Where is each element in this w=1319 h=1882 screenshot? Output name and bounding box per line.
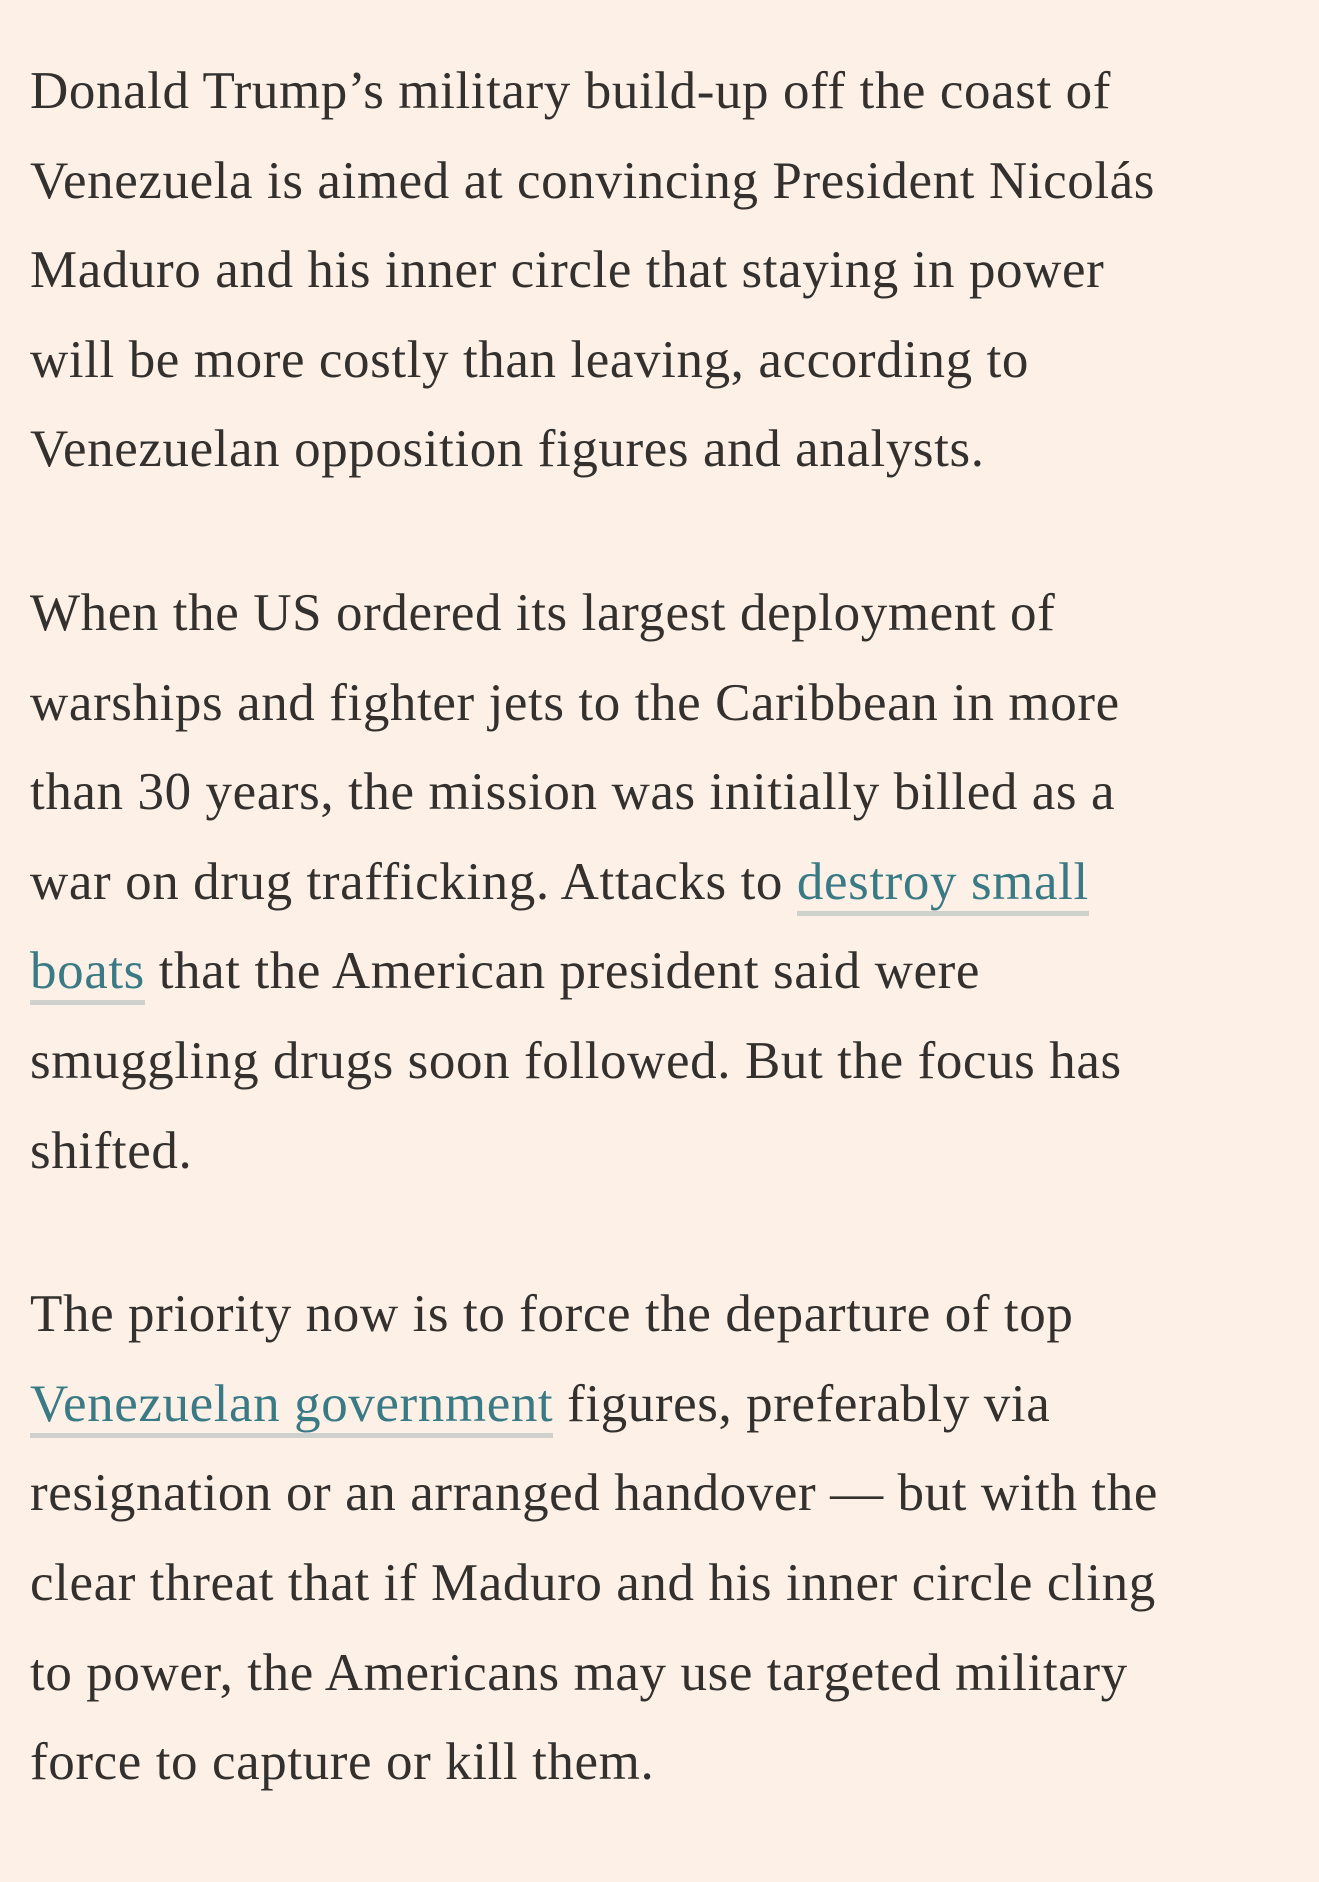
text-line: will be more costly than leaving, accord… xyxy=(30,316,1300,406)
text-segment: figures, preferably via xyxy=(553,1374,1051,1433)
text-segment: Donald Trump’s military build-up off the… xyxy=(30,62,1111,120)
text-line: war on drug trafficking. Attacks to dest… xyxy=(30,838,1300,928)
paragraph: Donald Trump’s military build-up off the… xyxy=(30,47,1300,495)
text-line: Venezuelan opposition figures and analys… xyxy=(30,405,1300,495)
text-line: boats that the American president said w… xyxy=(30,927,1300,1017)
text-segment: shifted. xyxy=(30,1121,193,1180)
paragraph: The priority now is to force the departu… xyxy=(30,1270,1300,1808)
text-segment: smuggling drugs soon followed. But the f… xyxy=(30,1031,1122,1090)
text-line: Venezuela is aimed at convincing Preside… xyxy=(30,137,1300,227)
text-line: than 30 years, the mission was initially… xyxy=(30,748,1300,838)
text-segment: to power, the Americans may use targeted… xyxy=(30,1643,1128,1702)
text-segment: The priority now is to force the departu… xyxy=(30,1285,1074,1344)
text-segment: will be more costly than leaving, accord… xyxy=(30,330,1029,389)
text-segment: warships and fighter jets to the Caribbe… xyxy=(30,673,1120,732)
text-segment: Maduro and his inner circle that staying… xyxy=(30,241,1105,300)
paragraph: When the US ordered its largest deployme… xyxy=(30,569,1300,1196)
text-line: The priority now is to force the departu… xyxy=(30,1270,1300,1360)
text-line: clear threat that if Maduro and his inne… xyxy=(30,1539,1300,1629)
text-segment: that the American president said were xyxy=(144,942,981,1001)
article-body: Donald Trump’s military build-up off the… xyxy=(30,47,1300,1882)
text-line: force to capture or kill them. xyxy=(30,1718,1300,1808)
text-segment: resignation or an arranged handover — bu… xyxy=(30,1464,1158,1523)
text-segment: force to capture or kill them. xyxy=(30,1733,655,1792)
text-line: Venezuelan government figures, preferabl… xyxy=(30,1360,1300,1450)
text-line: Donald Trump’s military build-up off the… xyxy=(30,47,1300,137)
text-segment: war on drug trafficking. Attacks to xyxy=(30,852,797,911)
text-segment: than 30 years, the mission was initially… xyxy=(30,763,1116,822)
text-line: resignation or an arranged handover — bu… xyxy=(30,1449,1300,1539)
text-segment: Venezuelan opposition figures and analys… xyxy=(30,420,985,479)
text-segment: Venezuela is aimed at convincing Preside… xyxy=(30,151,1155,210)
text-segment: When the US ordered its largest deployme… xyxy=(30,583,1056,642)
text-line: to power, the Americans may use targeted… xyxy=(30,1629,1300,1719)
inline-link[interactable]: boats xyxy=(30,942,145,1006)
text-line: smuggling drugs soon followed. But the f… xyxy=(30,1017,1300,1107)
text-line: warships and fighter jets to the Caribbe… xyxy=(30,659,1300,749)
text-line: shifted. xyxy=(30,1107,1300,1197)
inline-link[interactable]: destroy small xyxy=(796,852,1089,916)
text-line: When the US ordered its largest deployme… xyxy=(30,569,1300,659)
text-line: Maduro and his inner circle that staying… xyxy=(30,226,1300,316)
text-segment: clear threat that if Maduro and his inne… xyxy=(30,1553,1156,1612)
inline-link[interactable]: Venezuelan government xyxy=(30,1374,554,1438)
